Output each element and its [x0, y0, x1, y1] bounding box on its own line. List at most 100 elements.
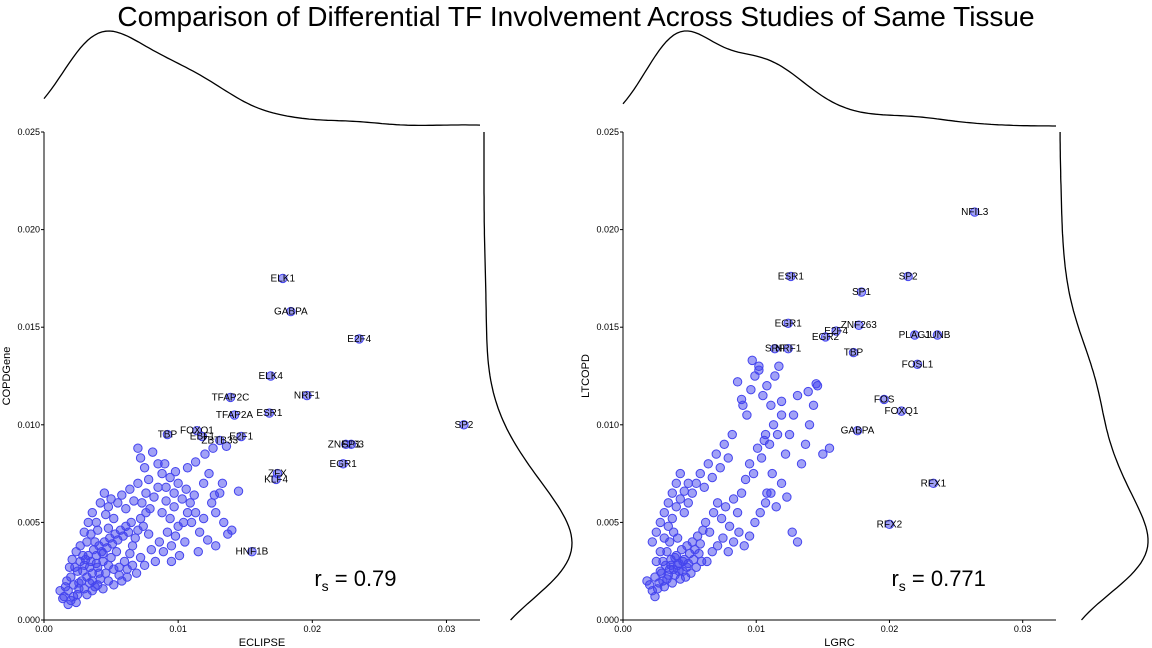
data-point	[211, 507, 221, 518]
data-point	[123, 527, 134, 537]
data-point	[178, 517, 189, 528]
data-point	[91, 517, 102, 528]
y-tick-label: 0.025	[17, 127, 40, 137]
data-point	[146, 545, 157, 555]
correlation-label: rs = 0.771	[891, 566, 985, 594]
x-marginal-density	[622, 30, 1056, 127]
data-point	[177, 494, 187, 504]
point-label: ESR1	[778, 271, 805, 282]
data-point	[211, 541, 221, 551]
data-point	[137, 498, 147, 508]
data-point	[792, 537, 803, 547]
data-point	[780, 449, 791, 459]
data-point	[182, 463, 193, 473]
y-tick-label: 0.015	[596, 322, 619, 332]
data-point-labeled	[192, 425, 202, 436]
data-point	[723, 453, 733, 463]
data-point	[95, 498, 106, 508]
data-point	[695, 468, 705, 479]
data-point-labeled	[338, 459, 348, 469]
data-point-labeled	[783, 343, 793, 354]
data-point	[150, 556, 161, 567]
page-title: Comparison of Differential TF Involvemen…	[117, 1, 1035, 32]
data-point	[736, 488, 747, 498]
point-label: ELK4	[258, 371, 283, 382]
data-point-labeled	[854, 320, 864, 330]
data-point	[756, 453, 767, 463]
data-point-labeled	[928, 478, 939, 489]
data-point	[687, 488, 697, 498]
data-point	[90, 537, 100, 547]
data-point	[198, 513, 209, 524]
data-point	[642, 576, 652, 586]
data-point-labeled	[225, 392, 236, 403]
data-point	[650, 591, 660, 602]
point-label: EGR2	[812, 332, 840, 343]
data-point	[759, 435, 769, 446]
scatter-panel-1: 0.00 0.01 0.02 0.03 0.000 0.005 0.010 0.015 0.02…	[1, 30, 573, 648]
point-label: TFAP2C	[212, 392, 250, 403]
point-label: ESR1	[256, 408, 283, 419]
point-label: GABPA	[274, 307, 308, 318]
data-point	[788, 410, 799, 420]
data-point	[675, 468, 685, 479]
data-point	[190, 457, 201, 467]
data-point	[143, 529, 154, 539]
data-point	[766, 400, 776, 410]
y-tick-label: 0.010	[17, 420, 40, 430]
data-point-labeled	[783, 318, 793, 328]
point-label: TBP	[844, 348, 864, 359]
data-point	[811, 379, 821, 389]
data-point	[670, 552, 680, 563]
data-point	[716, 513, 727, 524]
data-point	[750, 517, 760, 528]
data-point	[160, 459, 170, 469]
point-label: SRF	[765, 344, 785, 355]
point-label: EBF1	[190, 432, 215, 443]
data-point	[718, 533, 728, 543]
point-label: GABPA	[841, 426, 875, 437]
data-point	[712, 541, 723, 551]
data-point	[663, 498, 673, 508]
data-point	[748, 468, 759, 479]
y-axis-label: LTCOPD	[580, 354, 592, 398]
data-point-labeled	[879, 394, 889, 405]
data-point	[122, 572, 132, 582]
data-point	[691, 478, 701, 489]
data-point	[667, 488, 677, 498]
point-label: FOXQ1	[884, 406, 918, 417]
point-label: SP1	[852, 287, 871, 298]
data-point	[194, 527, 205, 537]
data-point	[186, 517, 197, 528]
data-point	[728, 537, 739, 547]
data-point	[221, 441, 232, 451]
data-point-labeled	[932, 330, 943, 340]
data-point	[138, 521, 148, 532]
data-point	[158, 546, 169, 557]
data-point	[98, 584, 108, 594]
data-point-labeled	[786, 271, 796, 282]
data-point-labeled	[884, 519, 895, 530]
data-point	[664, 564, 675, 574]
data-point	[667, 513, 677, 524]
data-point-labeled	[820, 332, 831, 342]
y-marginal-density	[1059, 132, 1149, 621]
data-point-labeled	[459, 420, 469, 430]
data-point	[655, 517, 666, 528]
data-point	[818, 449, 828, 459]
data-point	[647, 537, 658, 547]
data-point-labeled	[247, 546, 257, 557]
data-point-labeled	[266, 371, 276, 381]
data-point-labeled	[903, 271, 913, 282]
data-point	[808, 400, 819, 410]
data-point	[60, 582, 71, 592]
data-point	[762, 381, 772, 391]
data-point	[125, 484, 135, 494]
data-point	[672, 560, 683, 571]
point-label: ZNF263	[328, 439, 365, 450]
data-point	[189, 490, 199, 500]
x-axis-label: ECLIPSE	[239, 637, 285, 648]
data-point	[747, 355, 757, 366]
y-tick-label: 0.025	[596, 127, 619, 137]
